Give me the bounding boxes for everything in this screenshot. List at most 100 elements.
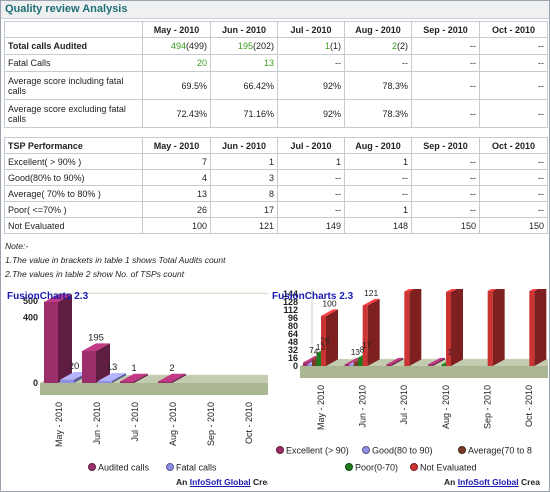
panel-header: Quality review Analysis (1, 1, 549, 19)
bar-front (303, 362, 308, 366)
bar-top (321, 309, 338, 316)
table-cell: 8 (210, 185, 278, 202)
bar-front (358, 357, 364, 366)
fusioncharts-branding: FusionCharts 2.3 (7, 291, 89, 302)
bar-front (349, 364, 355, 366)
bar-side (58, 294, 72, 383)
cell-bracket-value: (202) (252, 41, 274, 51)
bar-top (98, 373, 126, 381)
column-header: Sep - 2010 (411, 137, 480, 154)
table-cell: 72.43% (142, 99, 211, 128)
row-label: Average score excluding fatal calls (4, 99, 143, 128)
y-tick-label: 500 (23, 296, 38, 306)
x-tick-label: May - 2010 (316, 385, 326, 430)
legend-label: Not Evaluated (420, 463, 477, 473)
table-cell: -- (411, 71, 480, 100)
bar-front (428, 364, 433, 366)
row-label: Fatal Calls (4, 54, 143, 72)
legend-marker (88, 463, 96, 471)
table-cell: 150 (411, 217, 480, 234)
cell-value: -- (470, 58, 476, 68)
data-label: 121 (364, 289, 378, 298)
cell-value: -- (538, 108, 544, 119)
audited-calls-chart: 0 400 500 20 195 13 1 2 May - 2010 Jun - 2010 Jul … (4, 289, 268, 489)
table-cell: -- (479, 37, 548, 55)
credit-prefix: An (444, 477, 456, 487)
bar-top (404, 289, 414, 292)
cell-value: -- (402, 58, 408, 68)
column-header: May - 2010 (142, 21, 211, 38)
infosoft-link[interactable]: InfoSoft Global (457, 477, 519, 487)
bar-side (326, 309, 338, 366)
table-row: Poor( <=70% ) 26 17 -- 1 -- -- (4, 201, 548, 218)
bar-front (404, 291, 410, 366)
y-tick-label: 80 (288, 321, 298, 331)
row-label: Average( 70% to 80% ) (4, 185, 143, 202)
cell-value: 78.3% (382, 108, 408, 119)
table-cell: 121 (210, 217, 278, 234)
table-cell: -- (277, 185, 345, 202)
chart-svg: 0 400 500 20 195 13 1 2 May - 2010 Jun - 2010 Jul … (23, 292, 268, 473)
table-cell: -- (479, 153, 548, 170)
table-row: Fatal Calls 20 13 -- -- -- -- (4, 54, 548, 72)
x-tick-label: Aug - 2010 (441, 385, 451, 429)
bar (404, 289, 422, 366)
table-cell: -- (344, 185, 412, 202)
y-tick-label: 64 (288, 329, 298, 339)
bar-front (312, 359, 317, 366)
table-cell: 150 (479, 217, 548, 234)
legend-label: Excellent (> 90) (286, 446, 349, 456)
cell-value: 494 (170, 41, 186, 51)
bar-side (172, 373, 186, 383)
bar-side (492, 289, 505, 366)
plot-back-wall (311, 289, 548, 360)
bar (98, 373, 126, 383)
table-row: Total calls Audited 494(499) 195(202) 1(1) 2… (4, 37, 548, 55)
column-header: Aug - 2010 (344, 21, 412, 38)
tsp-performance-chart: 0163248648096112128144160741326100138171… (270, 289, 548, 489)
legend-item: Poor(0-70) (345, 463, 398, 473)
table-cell: 71.16% (210, 99, 278, 128)
legend-label: Fatal calls (176, 463, 217, 473)
y-tick-label: 112 (283, 305, 298, 315)
cell-value: 66.42% (243, 80, 274, 91)
column-header: Jul - 2010 (277, 21, 345, 38)
column-header (4, 21, 143, 38)
legend-item: Good(80 to 90) (362, 446, 433, 456)
table-cell: 69.5% (142, 71, 211, 100)
table-row: Average score excluding fatal calls 72.43… (4, 99, 548, 128)
column-header: Oct - 2010 (479, 137, 548, 154)
tsp-performance-table: TSP Performance May - 2010 Jun - 2010 Ju… (4, 137, 548, 234)
bar (386, 357, 404, 366)
column-header: Jun - 2010 (210, 21, 278, 38)
row-label: Average score including fatal calls (4, 71, 143, 100)
bar-front (82, 351, 96, 383)
y-tick-label: 48 (288, 337, 298, 347)
bar (446, 289, 463, 366)
infosoft-link[interactable]: InfoSoft Global (189, 477, 251, 487)
column-header: TSP Performance (4, 137, 143, 154)
legend-item: Excellent (> 90) (276, 446, 349, 456)
legend-item: Not Evaluated (410, 463, 477, 473)
table-cell: 26 (142, 201, 211, 218)
bar (82, 343, 110, 383)
table-row: Good(80% to 90%) 4 3 -- -- -- -- (4, 169, 548, 186)
bar (362, 298, 380, 366)
legend-marker (166, 463, 174, 471)
data-label: 1 (351, 347, 356, 357)
table-row: Excellent( > 90% ) 7 1 1 1 -- -- (4, 153, 548, 170)
cell-bracket-value: (2) (397, 41, 408, 51)
table-cell: -- (344, 169, 412, 186)
table-cell: -- (411, 201, 480, 218)
legend-label: Poor(0-70) (355, 463, 398, 473)
cell-value: -- (470, 41, 476, 51)
bar-side (451, 289, 463, 366)
bar-side (391, 357, 404, 366)
bar-side (433, 357, 445, 366)
bar-top (446, 289, 457, 292)
bar-front (487, 291, 493, 366)
bar-front (307, 364, 313, 366)
data-label: 8 (360, 344, 365, 354)
legend-marker (410, 463, 418, 471)
